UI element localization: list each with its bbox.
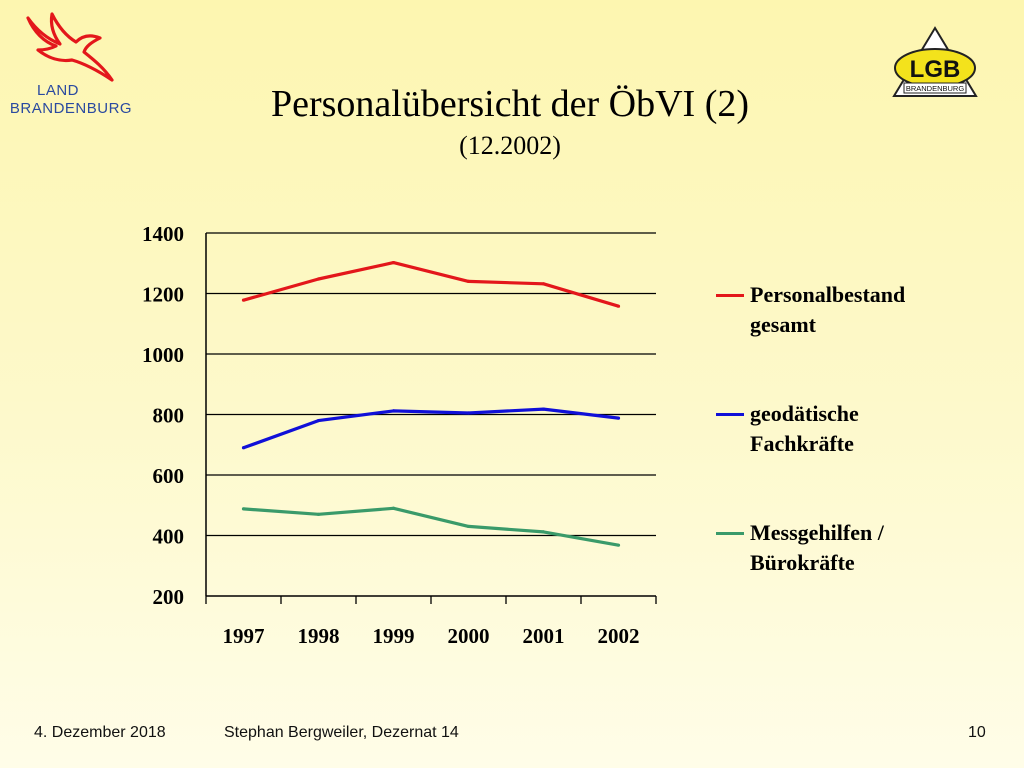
x-tick-label-1999: 1999 [373, 624, 415, 648]
series-0-point-2002 [616, 304, 621, 308]
logo-text-brandenburg: BRANDENBURG [9, 100, 133, 117]
legend-label-geodaetisch: geodätische Fachkräfte [750, 401, 859, 456]
y-tick-label-200: 200 [153, 585, 185, 609]
x-tick-label-2002: 2002 [598, 624, 640, 648]
series-line-0 [243, 261, 619, 308]
land-brandenburg-logo: LAND BRANDENBURG [6, 10, 136, 120]
y-tick-label-1200: 1200 [142, 283, 184, 307]
footer-author: Stephan Bergweiler, Dezernat 14 [224, 724, 459, 741]
footer-date: 4. Dezember 2018 [34, 724, 166, 741]
series-1-point-2001 [541, 407, 546, 411]
y-tick-label-1000: 1000 [142, 343, 184, 367]
y-tick-label-600: 600 [153, 464, 185, 488]
x-tick-label-2000: 2000 [448, 624, 490, 648]
x-tick-label-1997: 1997 [223, 624, 265, 648]
series-2-point-2001 [541, 530, 546, 534]
page-subtitle: (12.2002) [459, 131, 561, 160]
series-1-point-1998 [316, 418, 321, 423]
series-0-point-1998 [316, 277, 321, 281]
logo-text-land: LAND [36, 82, 79, 99]
series-2-point-1998 [316, 512, 321, 516]
y-tick-label-1400: 1400 [142, 222, 184, 246]
series-1-point-2000 [466, 411, 471, 415]
lgb-text: LGB [910, 56, 961, 83]
page-title: Personalübersicht der ÖbVI (2) [270, 83, 750, 125]
series-0-point-2001 [541, 282, 546, 286]
legend-swatch-geodaetisch [716, 413, 744, 416]
legend-label-messgehilfen: Messgehilfen / Bürokräfte [750, 520, 884, 575]
y-tick-label-800: 800 [153, 404, 185, 428]
series-0-point-1999 [391, 261, 396, 265]
lgb-subtext: BRANDENBURG [906, 84, 965, 93]
series-1-point-2002 [616, 416, 621, 420]
lgb-triangle-icon: LGB BRANDENBURG [892, 26, 978, 97]
y-tick-label-400: 400 [153, 525, 185, 549]
series-2-point-1999 [391, 506, 396, 510]
legend-label-personalbestand: Personalbestand gesamt [750, 282, 906, 337]
series-1-point-1999 [391, 409, 396, 413]
series-0-point-2000 [466, 279, 471, 283]
series-2-point-2000 [466, 524, 471, 529]
series-line-2 [243, 506, 619, 547]
series-2-point-1997 [241, 507, 246, 511]
footer-page-number: 10 [968, 724, 986, 741]
series-line-1 [242, 407, 619, 450]
lgb-logo: LGB BRANDENBURG [890, 26, 980, 100]
x-tick-label-1998: 1998 [298, 624, 340, 648]
x-tick-label-2001: 2001 [523, 624, 565, 648]
series-1-point-1997 [241, 446, 246, 450]
legend-swatch-messgehilfen [716, 532, 744, 535]
series-0-point-1997 [241, 298, 246, 302]
eagle-icon [26, 12, 114, 82]
legend-swatch-personalbestand [716, 294, 744, 297]
series-2-point-2002 [616, 543, 621, 547]
